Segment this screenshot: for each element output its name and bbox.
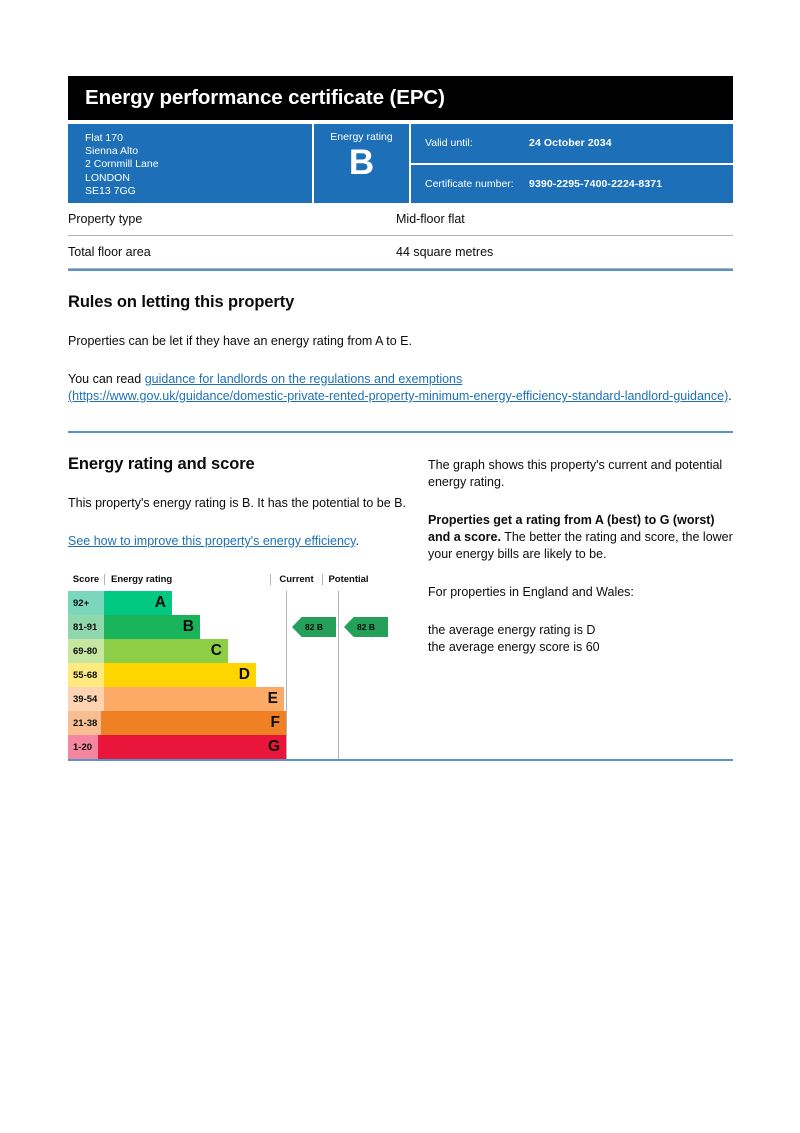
epc-score-range-c: 69-80: [68, 639, 104, 663]
epc-band-list: 92+ A 81-91 B 69-80 C 55-68 D 39-54 E 21-38 F 1-20 G: [68, 591, 286, 759]
epc-band-bar-e: E: [104, 687, 284, 711]
table-row: Property type Mid-floor flat: [68, 203, 733, 236]
address-line-2: Sienna Alto: [85, 145, 139, 158]
energy-rating-badge: Energy rating B: [314, 124, 411, 203]
current-rating-arrow: 82 B: [292, 617, 336, 637]
chart-header-score: Score: [72, 574, 100, 585]
address-line-3: 2 Cornmill Lane: [85, 158, 159, 171]
property-type-value: Mid-floor flat: [396, 212, 465, 226]
document-title-banner: Energy performance certificate (EPC): [68, 76, 733, 120]
improve-trailing: .: [355, 534, 359, 548]
epc-band-bar-f: F: [100, 711, 286, 735]
averages-block: the average energy rating is D the avera…: [428, 622, 733, 656]
epc-score-range-b: 81-91: [68, 615, 104, 639]
chart-header-potential: Potential: [322, 574, 374, 585]
epc-band-bar-d: D: [104, 663, 256, 687]
graph-explanation-paragraph: The graph shows this property's current …: [428, 458, 723, 489]
chart-header-current: Current: [270, 574, 322, 585]
rules-heading: Rules on letting this property: [68, 293, 295, 311]
epc-document: Energy performance certificate (EPC) Fla…: [68, 0, 733, 761]
total-floor-area-value: 44 square metres: [396, 245, 494, 259]
rating-summary-paragraph: This property's energy rating is B. It h…: [68, 496, 406, 510]
rules-paragraph: Properties can be let if they have an en…: [68, 334, 412, 348]
address-postcode: SE13 7GG: [85, 184, 136, 197]
energy-rating-letter: B: [348, 143, 375, 182]
rating-right-column: The graph shows this property's current …: [428, 433, 733, 759]
energy-rating-label: Energy rating: [330, 131, 393, 143]
epc-band-e: 39-54 E: [68, 687, 286, 711]
guidance-trailing: .: [728, 389, 732, 403]
table-row: Total floor area 44 square metres: [68, 236, 733, 269]
epc-potential-column: 82 B: [338, 591, 390, 759]
address-line-1: Flat 170: [85, 132, 123, 144]
epc-score-range-d: 55-68: [68, 663, 104, 687]
guidance-prefix: You can read: [68, 372, 145, 386]
property-type-label: Property type: [68, 212, 143, 226]
epc-chart-header: Score Energy rating Current Potential: [68, 574, 374, 591]
landlord-guidance-link[interactable]: guidance for landlords on the regulation…: [144, 372, 463, 386]
improve-efficiency-paragraph: See how to improve this property's energ…: [68, 533, 416, 550]
rating-section-heading: Energy rating and score: [68, 455, 255, 473]
rating-scale-paragraph: Properties get a rating from A (best) to…: [428, 512, 733, 563]
epc-band-b: 81-91 B: [68, 615, 286, 639]
address-city: LONDON: [85, 171, 130, 184]
epc-band-bar-c: C: [104, 639, 228, 663]
certificate-meta: Valid until: 24 October 2034 Certificate…: [411, 124, 733, 203]
section-divider: [68, 759, 733, 761]
section-divider: [68, 269, 733, 271]
epc-band-d: 55-68 D: [68, 663, 286, 687]
epc-band-bar-b: B: [104, 615, 200, 639]
epc-band-a: 92+ A: [68, 591, 286, 615]
rating-scale-rest: The better the rating and score, the low…: [428, 530, 733, 561]
property-address: Flat 170 Sienna Alto 2 Cornmill Lane LON…: [68, 124, 314, 203]
certificate-summary: Flat 170 Sienna Alto 2 Cornmill Lane LON…: [68, 124, 733, 203]
epc-score-range-g: 1-20: [68, 735, 98, 759]
total-floor-area-label: Total floor area: [68, 245, 151, 259]
valid-until-row: Valid until: 24 October 2034: [411, 124, 733, 163]
epc-chart-body: 92+ A 81-91 B 69-80 C 55-68 D 39-54 E 21-38 F 1-20 G …: [68, 591, 388, 759]
page-title: Energy performance certificate (EPC): [85, 86, 445, 109]
section-divider: [68, 431, 733, 433]
valid-until-label: Valid until:: [425, 137, 473, 150]
epc-band-bar-a: A: [104, 591, 172, 615]
improve-efficiency-link[interactable]: See how to improve this property's energ…: [68, 534, 356, 548]
rules-guidance-paragraph: You can read guidance for landlords on t…: [68, 371, 733, 405]
epc-current-column: 82 B: [286, 591, 338, 759]
chart-header-rating: Energy rating: [104, 574, 270, 585]
average-score-text: the average energy score is 60: [428, 640, 600, 654]
epc-result-columns: 82 B 82 B: [286, 591, 390, 759]
rating-and-score-section: Energy rating and score This property's …: [68, 433, 733, 759]
certificate-number-value: 9390-2295-7400-2224-8371: [529, 177, 663, 190]
property-details-table: Property type Mid-floor flat Total floor…: [68, 203, 733, 269]
epc-band-bar-g: G: [97, 735, 286, 759]
epc-score-range-e: 39-54: [68, 687, 104, 711]
average-rating-text: the average energy rating is D: [428, 623, 596, 637]
rating-left-column: Energy rating and score This property's …: [68, 433, 428, 759]
epc-band-f: 21-38 F: [68, 711, 286, 735]
rating-scale-lead: Properties get a rating from A (best) to…: [428, 513, 715, 544]
epc-score-range-a: 92+: [68, 591, 104, 615]
landlord-guidance-url[interactable]: (https://www.gov.uk/guidance/domestic-pr…: [68, 389, 729, 403]
potential-rating-arrow: 82 B: [344, 617, 388, 637]
valid-until-value: 24 October 2034: [529, 137, 612, 150]
epc-band-c: 69-80 C: [68, 639, 286, 663]
epc-rating-chart: Score Energy rating Current Potential 92…: [68, 574, 388, 759]
certificate-number-label: Certificate number:: [425, 177, 514, 190]
epc-score-range-f: 21-38: [68, 711, 101, 735]
certificate-number-row: Certificate number: 9390-2295-7400-2224-…: [411, 162, 733, 204]
england-wales-intro: For properties in England and Wales:: [428, 585, 634, 599]
epc-band-g: 1-20 G: [68, 735, 286, 759]
